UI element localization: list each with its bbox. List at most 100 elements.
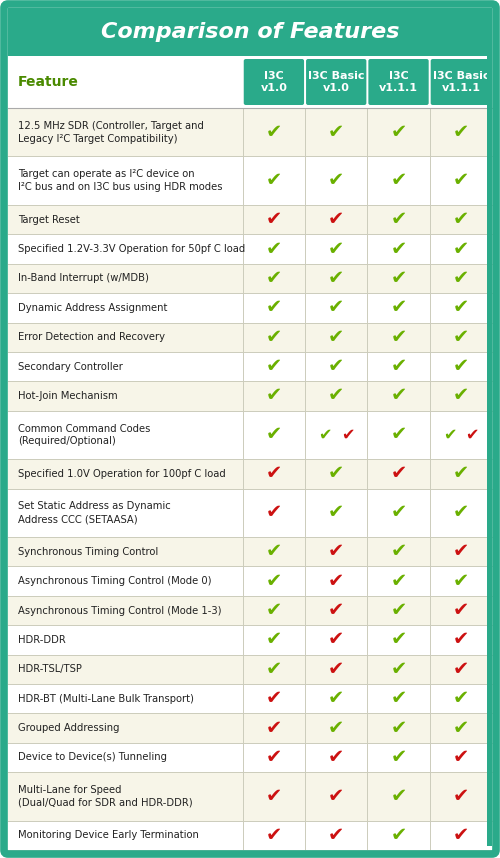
- Bar: [8, 156, 492, 205]
- Text: ✔: ✔: [390, 571, 406, 590]
- Text: ✔: ✔: [266, 269, 282, 288]
- Text: ✔: ✔: [390, 660, 406, 679]
- FancyBboxPatch shape: [368, 59, 428, 105]
- Text: I3C
v1.1.1: I3C v1.1.1: [379, 71, 418, 93]
- Text: ✔: ✔: [390, 542, 406, 561]
- FancyBboxPatch shape: [244, 59, 304, 105]
- Text: ✔: ✔: [328, 239, 344, 258]
- Text: ✔: ✔: [266, 123, 282, 142]
- Text: ✔: ✔: [390, 172, 406, 190]
- Text: ✔: ✔: [390, 689, 406, 708]
- Bar: [8, 684, 492, 713]
- Text: Specified 1.0V Operation for 100pf C load: Specified 1.0V Operation for 100pf C loa…: [18, 468, 226, 479]
- Text: Common Command Codes
(Required/Optional): Common Command Codes (Required/Optional): [18, 424, 150, 446]
- Text: I3C Basic
v1.0: I3C Basic v1.0: [308, 71, 364, 93]
- Bar: [8, 713, 492, 743]
- Text: ✔: ✔: [452, 631, 469, 650]
- Text: ✔: ✔: [266, 328, 282, 347]
- Text: ✔: ✔: [390, 386, 406, 406]
- Text: HDR-DDR: HDR-DDR: [18, 635, 66, 645]
- Text: ✔: ✔: [452, 239, 469, 258]
- Text: ✔: ✔: [390, 123, 406, 142]
- Bar: [8, 820, 492, 850]
- Bar: [8, 263, 492, 293]
- Text: ✔: ✔: [328, 601, 344, 620]
- Text: ✔: ✔: [452, 386, 469, 406]
- Text: ✔: ✔: [452, 748, 469, 767]
- Text: ✔: ✔: [266, 210, 282, 229]
- Text: ✔: ✔: [328, 542, 344, 561]
- Bar: [8, 56, 492, 108]
- Bar: [8, 488, 492, 537]
- Text: ✔: ✔: [328, 689, 344, 708]
- Text: ✔: ✔: [266, 825, 282, 845]
- Text: ✔: ✔: [452, 172, 469, 190]
- Text: Feature: Feature: [18, 75, 79, 89]
- Text: ✔: ✔: [266, 718, 282, 738]
- Bar: [8, 108, 492, 156]
- Text: ✔: ✔: [390, 504, 406, 523]
- Text: ✔: ✔: [452, 357, 469, 376]
- Text: ✔: ✔: [318, 427, 332, 443]
- Text: I3C Basic
v1.1.1: I3C Basic v1.1.1: [432, 71, 489, 93]
- Text: ✔: ✔: [340, 427, 354, 443]
- Text: ✔: ✔: [390, 426, 406, 444]
- FancyBboxPatch shape: [306, 59, 366, 105]
- Text: ✔: ✔: [328, 504, 344, 523]
- Text: Hot-Join Mechanism: Hot-Join Mechanism: [18, 391, 117, 401]
- Text: 12.5 MHz SDR (Controller, Target and
Legacy I²C Target Compatibility): 12.5 MHz SDR (Controller, Target and Leg…: [18, 121, 204, 143]
- Text: ✔: ✔: [452, 269, 469, 288]
- Text: ✔: ✔: [390, 299, 406, 317]
- Text: Monitoring Device Early Termination: Monitoring Device Early Termination: [18, 831, 199, 840]
- Text: ✔: ✔: [328, 172, 344, 190]
- Bar: [8, 566, 492, 595]
- Text: Target Reset: Target Reset: [18, 214, 80, 225]
- Text: ✔: ✔: [452, 660, 469, 679]
- Text: ✔: ✔: [266, 504, 282, 523]
- Text: ✔: ✔: [266, 426, 282, 444]
- Text: ✔: ✔: [328, 718, 344, 738]
- Text: ✔: ✔: [390, 748, 406, 767]
- Text: Multi-Lane for Speed
(Dual/Quad for SDR and HDR-DDR): Multi-Lane for Speed (Dual/Quad for SDR …: [18, 785, 193, 807]
- Text: ✔: ✔: [452, 210, 469, 229]
- Bar: [8, 625, 492, 655]
- Text: ✔: ✔: [266, 464, 282, 483]
- Text: Error Detection and Recovery: Error Detection and Recovery: [18, 332, 165, 342]
- Text: HDR-BT (Multi-Lane Bulk Transport): HDR-BT (Multi-Lane Bulk Transport): [18, 693, 194, 704]
- Text: ✔: ✔: [452, 542, 469, 561]
- Text: ✔: ✔: [452, 328, 469, 347]
- Text: ✔: ✔: [328, 660, 344, 679]
- Bar: [8, 772, 492, 820]
- Text: ✔: ✔: [466, 427, 478, 443]
- Bar: [8, 743, 492, 772]
- Text: ✔: ✔: [390, 631, 406, 650]
- Text: ✔: ✔: [452, 464, 469, 483]
- Text: ✔: ✔: [266, 631, 282, 650]
- Text: ✔: ✔: [443, 427, 456, 443]
- Text: ✔: ✔: [266, 386, 282, 406]
- Text: ✔: ✔: [390, 464, 406, 483]
- Text: ✔: ✔: [452, 571, 469, 590]
- Text: ✔: ✔: [452, 689, 469, 708]
- Text: ✔: ✔: [390, 328, 406, 347]
- Text: ✔: ✔: [328, 571, 344, 590]
- Bar: [8, 537, 492, 566]
- Text: ✔: ✔: [452, 504, 469, 523]
- Text: Dynamic Address Assignment: Dynamic Address Assignment: [18, 303, 168, 313]
- Text: ✔: ✔: [390, 825, 406, 845]
- Text: ✔: ✔: [266, 239, 282, 258]
- Bar: [8, 293, 492, 323]
- Text: ✔: ✔: [328, 123, 344, 142]
- Text: ✔: ✔: [266, 571, 282, 590]
- Text: Secondary Controller: Secondary Controller: [18, 361, 123, 372]
- Bar: [8, 381, 492, 411]
- Text: Set Static Address as Dynamic
Address CCC (SETAASA): Set Static Address as Dynamic Address CC…: [18, 501, 171, 524]
- Text: ✔: ✔: [266, 748, 282, 767]
- Text: ✔: ✔: [390, 210, 406, 229]
- Text: ✔: ✔: [328, 464, 344, 483]
- Text: I3C
v1.0: I3C v1.0: [260, 71, 287, 93]
- Text: In-Band Interrupt (w/MDB): In-Band Interrupt (w/MDB): [18, 274, 149, 283]
- Text: ✔: ✔: [328, 269, 344, 288]
- Text: ✔: ✔: [452, 718, 469, 738]
- Text: Comparison of Features: Comparison of Features: [101, 22, 399, 42]
